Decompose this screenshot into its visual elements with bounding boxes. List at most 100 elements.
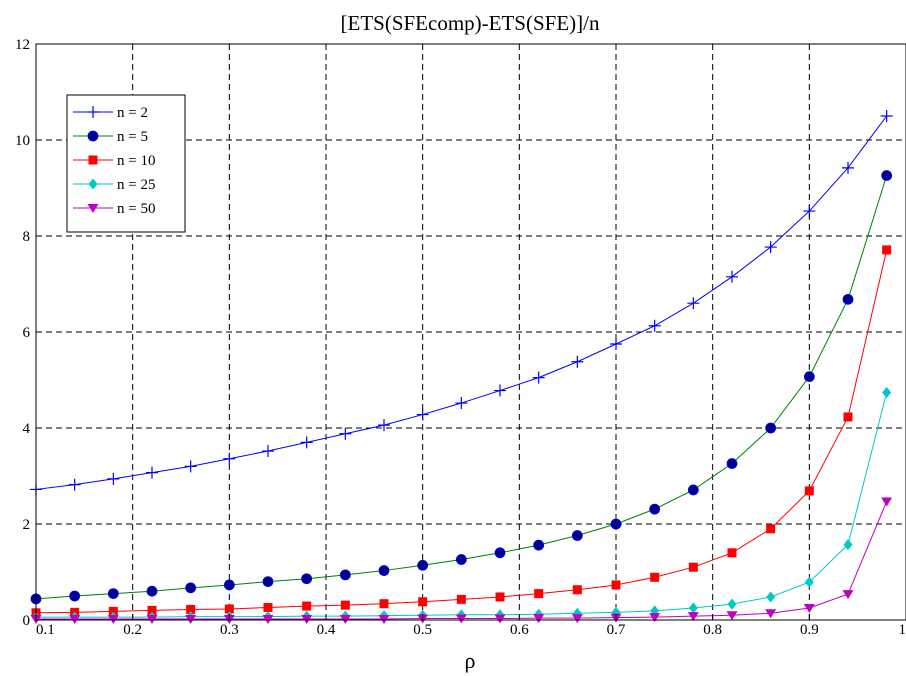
data-point [803, 205, 816, 218]
data-point [107, 588, 119, 599]
data-point [146, 585, 158, 597]
legend-label: n = 5 [117, 129, 148, 145]
data-point [765, 422, 777, 434]
data-point [302, 601, 312, 611]
legend-entry: n = 10 [73, 153, 155, 169]
data-point [882, 245, 892, 255]
data-point [417, 559, 429, 571]
data-point [147, 605, 157, 615]
series-line [36, 392, 888, 618]
legend-entry: n = 5 [73, 129, 148, 145]
data-point [494, 384, 506, 397]
legend-label: n = 50 [117, 201, 155, 217]
data-point [726, 458, 738, 469]
data-point [727, 598, 737, 610]
data-point [108, 606, 118, 616]
legend-label: n = 10 [117, 153, 155, 169]
data-point [378, 565, 390, 576]
data-point [69, 590, 81, 602]
data-point [68, 478, 81, 491]
data-point [804, 576, 814, 588]
data-point [262, 445, 274, 458]
data-point [533, 614, 545, 624]
data-point [494, 547, 506, 559]
data-point [262, 576, 274, 587]
data-point [534, 589, 544, 599]
data-point [495, 592, 505, 602]
y-tick-label: 10 [15, 133, 30, 149]
y-tick-label: 6 [23, 325, 31, 341]
data-point [418, 597, 428, 607]
series-2 [31, 245, 892, 618]
x-tick-label: 0.5 [413, 622, 432, 638]
data-point [803, 371, 815, 383]
data-point [146, 466, 158, 479]
data-point [571, 355, 584, 368]
data-point [223, 452, 236, 465]
x-tick-label: 0.7 [607, 622, 626, 638]
data-point [301, 573, 313, 585]
x-tick-label: 0.8 [703, 622, 722, 638]
grid-lines [36, 44, 906, 620]
legend-label: n = 2 [117, 105, 148, 121]
data-point [764, 241, 777, 254]
data-point [880, 110, 893, 122]
data-point [455, 614, 467, 624]
data-point [842, 161, 854, 174]
x-tick-label: 0.3 [220, 622, 239, 638]
data-point [455, 397, 468, 410]
data-point [688, 562, 698, 572]
data-point [532, 371, 545, 384]
chart-title: [ETS(SFEcomp)-ETS(SFE)]/n [341, 11, 600, 35]
data-point [611, 580, 621, 590]
data-point [339, 427, 352, 440]
legend: n = 2 n = 5 n = 10 n = 25 n = 50 [66, 94, 186, 233]
x-tick-label: 0.9 [800, 622, 819, 638]
data-point [881, 497, 893, 507]
data-point [688, 602, 698, 614]
data-point [881, 170, 893, 181]
series-1 [30, 170, 893, 605]
data-point [379, 599, 389, 609]
series-line [35, 175, 888, 600]
x-tick-label: 0.4 [317, 622, 336, 638]
x-tick-label: 1 [899, 622, 906, 638]
data-point [882, 386, 892, 398]
data-point [843, 412, 853, 422]
data-point [610, 338, 622, 350]
data-point [263, 603, 273, 613]
data-point [726, 270, 738, 283]
y-tick-label: 2 [23, 517, 31, 533]
data-point [687, 612, 699, 622]
legend-box [66, 94, 186, 233]
data-point [456, 594, 466, 604]
data-point [765, 609, 777, 619]
data-point [300, 436, 313, 449]
data-point [650, 572, 660, 582]
data-point [572, 585, 582, 595]
data-point [185, 582, 197, 594]
data-point [687, 484, 699, 496]
data-point [416, 408, 429, 421]
data-point [803, 604, 815, 613]
y-tick-label: 0 [23, 613, 31, 629]
x-tick-label: 0.2 [123, 622, 142, 638]
legend-marker [88, 178, 98, 190]
data-point [842, 293, 854, 305]
legend-entry: n = 50 [73, 201, 155, 217]
data-point [571, 530, 583, 541]
legend-label: n = 25 [117, 177, 155, 193]
data-point [340, 600, 350, 610]
data-point [766, 591, 776, 603]
data-point [726, 611, 738, 621]
y-tick-label: 12 [15, 37, 30, 53]
data-point [571, 614, 583, 624]
x-tick-label: 0.6 [510, 622, 529, 638]
series-3 [31, 386, 892, 623]
data-point [455, 554, 467, 565]
x-tick-label: 0.1 [36, 622, 55, 638]
data-point [107, 472, 120, 485]
x-axis-label: ρ [465, 648, 476, 673]
data-point [533, 539, 545, 551]
